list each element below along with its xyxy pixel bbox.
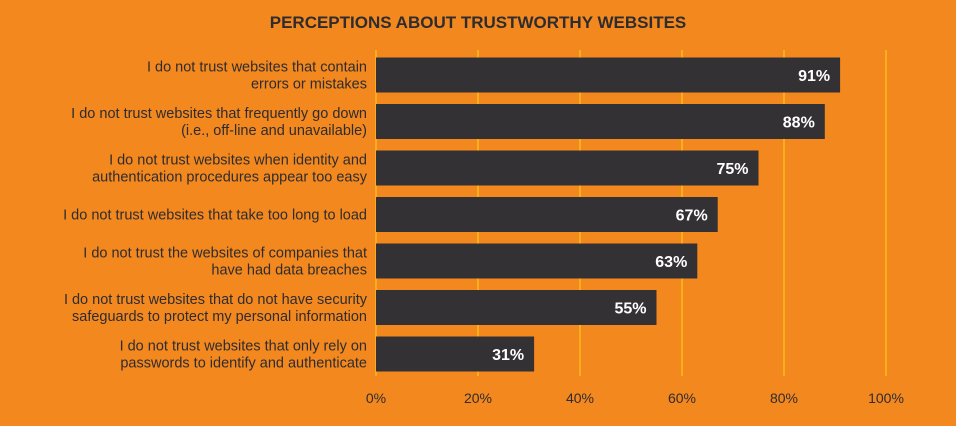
category-label-6-line-2: safeguards to protect my personal inform… — [72, 309, 367, 325]
x-tick-label-20: 20% — [464, 390, 492, 406]
value-label-5: 63% — [655, 254, 687, 271]
category-label-6-line-1: I do not trust websites that do not have… — [64, 292, 368, 308]
chart-title: PERCEPTIONS ABOUT TRUSTWORTHY WEBSITES — [270, 13, 687, 32]
category-label-1-line-1: I do not trust websites that contain — [147, 60, 367, 76]
value-label-6: 55% — [614, 301, 646, 318]
bar-layer: 91% 88% 75% 67% 63% 55% 31% — [376, 57, 841, 372]
value-label-4: 67% — [676, 208, 708, 225]
x-tick-label-60: 60% — [668, 390, 696, 406]
category-label-5-line-2: have had data breaches — [211, 263, 367, 279]
value-label-2: 88% — [783, 115, 815, 132]
category-label-7-line-2: passwords to identify and authenticate — [120, 356, 367, 372]
x-tick-label-80: 80% — [770, 390, 798, 406]
bar-7 — [376, 336, 535, 372]
category-label-4-line-1: I do not trust websites that take too lo… — [63, 208, 367, 224]
value-label-7: 31% — [492, 347, 524, 364]
x-tick-label-40: 40% — [566, 390, 594, 406]
x-tick-label-100: 100% — [868, 390, 904, 406]
category-label-7-line-1: I do not trust websites that only rely o… — [120, 339, 367, 355]
x-axis-tick-layer: 0% 20% 40% 60% 80% 100% — [366, 390, 904, 406]
category-label-3-line-2: authentication procedures appear too eas… — [92, 170, 368, 186]
category-label-5-line-1: I do not trust the websites of companies… — [83, 246, 367, 262]
category-label-3-line-1: I do not trust websites when identity an… — [109, 153, 367, 169]
bar-1 — [376, 57, 841, 93]
category-label-layer: I do not trust websites that containerro… — [63, 60, 368, 372]
bar-4 — [376, 197, 718, 232]
x-tick-label-0: 0% — [366, 390, 386, 406]
value-label-1: 91% — [798, 68, 830, 85]
bar-5 — [376, 243, 698, 279]
bar-2 — [376, 104, 825, 139]
category-label-2-line-1: I do not trust websites that frequently … — [71, 106, 367, 122]
category-label-2-line-2: (i.e., off-line and unavailable) — [181, 123, 367, 139]
bar-3 — [376, 150, 759, 186]
value-label-3: 75% — [716, 161, 748, 178]
category-label-1-line-2: errors or mistakes — [251, 77, 367, 93]
bar-6 — [376, 290, 657, 325]
